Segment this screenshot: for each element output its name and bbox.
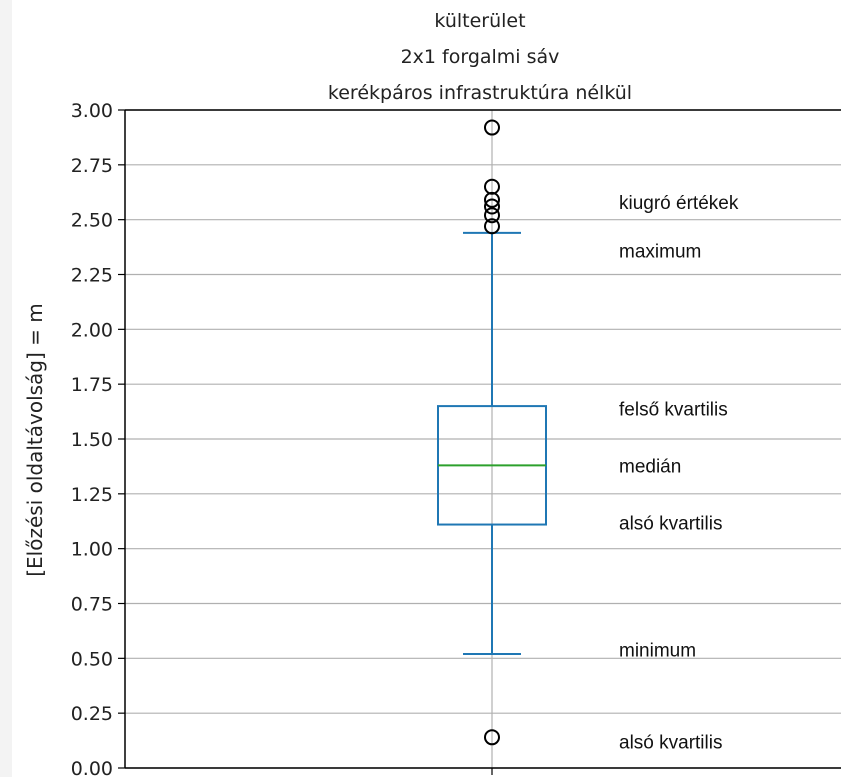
y-tick-label: 0.00	[71, 758, 113, 777]
chart-canvas: 0.00 0.25 0.50 0.75 1.00 1.25 1.50 1.75 2.00 2.25…	[12, 0, 841, 777]
y-tick-label: 3.00	[71, 100, 113, 122]
y-tick-label: 0.50	[71, 648, 113, 670]
y-tick-label: 2.50	[71, 210, 113, 232]
outlier-point	[484, 119, 500, 136]
outlier-point	[484, 198, 500, 215]
title-line: kerékpáros infrastruktúra nélkül	[328, 82, 632, 104]
outlier-point	[484, 218, 500, 235]
annotation-label: medián	[619, 456, 681, 477]
annotation-label: alsó kvartilis	[619, 513, 722, 534]
y-axis-label: [Előzési oldaltávolság] = m	[23, 303, 47, 577]
y-tick-label: 1.75	[71, 374, 113, 396]
annotations: kiugró értékek maximum felső kvartilis medi…	[619, 193, 739, 754]
y-tick-label: 0.25	[71, 703, 113, 725]
y-tick-label: 1.00	[71, 539, 113, 561]
y-tick-label: 2.75	[71, 155, 113, 177]
y-ticks: 0.00 0.25 0.50 0.75 1.00 1.25 1.50 1.75 2.00 2.25…	[71, 100, 125, 777]
y-tick-label: 2.00	[71, 319, 113, 341]
y-tick-label: 1.50	[71, 429, 113, 451]
title-line: 2x1 forgalmi sáv	[401, 46, 560, 68]
outlier-markers	[484, 119, 500, 746]
annotation-label: felső kvartilis	[619, 399, 728, 420]
box-plot-chart: 0.00 0.25 0.50 0.75 1.00 1.25 1.50 1.75 2.00 2.25…	[23, 10, 841, 777]
y-tick-label: 0.75	[71, 594, 113, 616]
annotation-label: alsó kvartilis	[619, 733, 722, 754]
outlier-point	[484, 729, 500, 746]
annotation-label: maximum	[619, 241, 701, 262]
y-tick-label: 2.25	[71, 265, 113, 287]
y-tick-label: 1.25	[71, 484, 113, 506]
annotation-label: minimum	[619, 641, 696, 662]
annotation-label: kiugró értékek	[619, 193, 739, 214]
chart-title: külterület 2x1 forgalmi sáv kerékpáros inf…	[328, 10, 632, 104]
outlier-point	[484, 178, 500, 195]
title-line: külterület	[434, 10, 525, 32]
outlier-point	[484, 207, 500, 224]
